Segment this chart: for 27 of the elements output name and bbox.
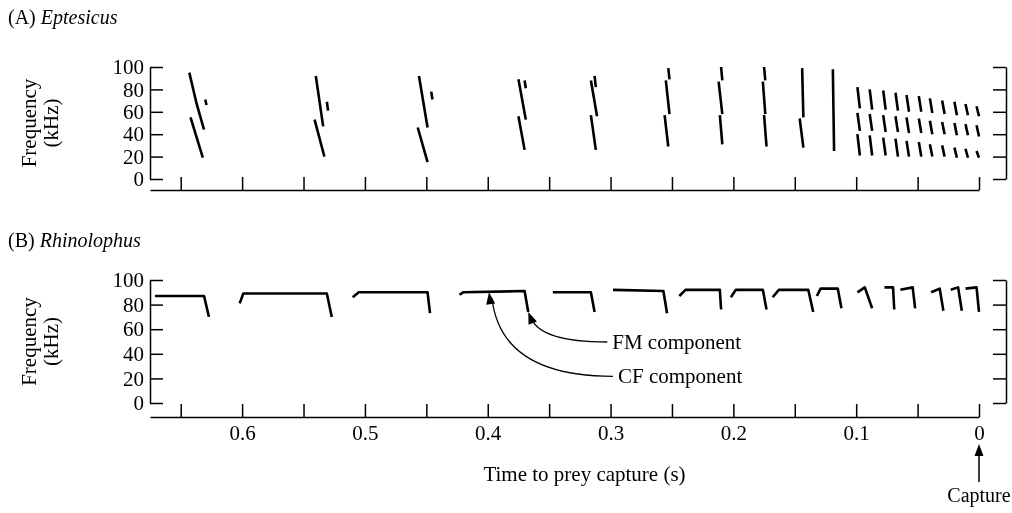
y-axis-title: Frequency (kHz) bbox=[17, 78, 63, 168]
x-tick-label: 0.5 bbox=[352, 420, 379, 445]
x-tick-label: 0.1 bbox=[843, 420, 870, 445]
y-tick-label: 100 bbox=[112, 268, 144, 293]
chart-title: (B) Rhinolophus bbox=[8, 229, 141, 252]
y-tick-label: 100 bbox=[112, 55, 144, 80]
text: Capture bbox=[947, 484, 1011, 507]
y-tick-label: 20 bbox=[123, 144, 144, 169]
chart-title: (A) Eptesicus bbox=[8, 6, 118, 29]
y-tick-label: 40 bbox=[123, 342, 144, 367]
y-tick-label: 60 bbox=[123, 100, 144, 125]
x-tick-label: 0.2 bbox=[720, 420, 747, 445]
x-tick-label: 0.4 bbox=[475, 420, 502, 445]
y-tick-label: 80 bbox=[123, 292, 144, 317]
x-tick-label: 0.6 bbox=[229, 420, 256, 445]
y-tick-label: 80 bbox=[123, 77, 144, 102]
x-axis-title: Time to prey capture (s) bbox=[483, 462, 686, 486]
x-tick-label: 0 bbox=[974, 420, 985, 445]
y-tick-label: 20 bbox=[123, 366, 144, 391]
y-tick-label: 40 bbox=[123, 122, 144, 147]
x-tick-label: 0.3 bbox=[597, 420, 625, 445]
y-tick-label: 0 bbox=[133, 391, 144, 416]
annotation: CF component bbox=[617, 364, 743, 389]
y-tick-label: 60 bbox=[123, 317, 144, 342]
y-tick-label: 0 bbox=[133, 167, 144, 192]
y-axis-title: Frequency (kHz) bbox=[17, 296, 63, 386]
annotation: FM component bbox=[612, 329, 742, 354]
